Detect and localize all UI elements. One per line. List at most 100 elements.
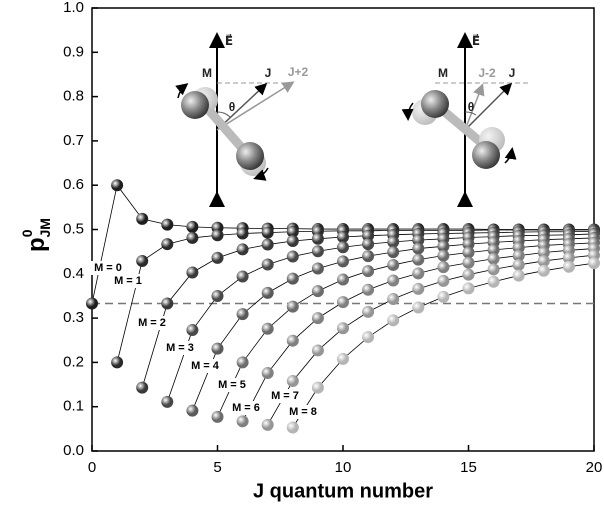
inset-label: J-2 bbox=[478, 66, 496, 80]
data-point bbox=[537, 254, 550, 267]
data-point bbox=[211, 410, 224, 423]
y-tick-label: 0.5 bbox=[63, 220, 84, 237]
x-tick-label: 15 bbox=[460, 459, 477, 476]
data-point bbox=[537, 246, 550, 259]
label-bg bbox=[187, 359, 223, 373]
series-label: M = 4 bbox=[191, 360, 220, 372]
y-tick-label: 1.0 bbox=[63, 0, 84, 16]
inset-label: M bbox=[438, 66, 448, 80]
y-axis-label: p0 JM bbox=[19, 218, 53, 252]
data-point bbox=[387, 274, 400, 287]
data-point bbox=[412, 282, 425, 295]
data-point bbox=[412, 301, 425, 314]
data-point bbox=[311, 245, 324, 258]
data-point bbox=[261, 418, 274, 431]
data-point bbox=[437, 274, 450, 287]
data-point bbox=[562, 260, 575, 273]
data-point bbox=[462, 282, 475, 295]
data-point bbox=[311, 312, 324, 325]
data-point bbox=[236, 308, 249, 321]
data-point bbox=[362, 331, 375, 344]
y-axis-label-part: 0 bbox=[19, 229, 35, 237]
data-point bbox=[211, 342, 224, 355]
data-point bbox=[261, 258, 274, 271]
data-point bbox=[286, 225, 299, 238]
series-label: M = 2 bbox=[138, 317, 166, 329]
series-label: M = 3 bbox=[166, 342, 194, 354]
data-point bbox=[261, 322, 274, 335]
data-point bbox=[387, 235, 400, 248]
data-point bbox=[111, 179, 124, 192]
label-bg bbox=[214, 378, 250, 392]
data-point bbox=[512, 258, 525, 271]
data-point bbox=[261, 286, 274, 299]
inset-label: J bbox=[509, 66, 516, 80]
axes: 0.0 0.1 0.2 0.3 0.4 0.5 0.6 0.7 0.8 0.9 1.0 0 5 10 15 2… bbox=[19, 0, 602, 502]
data-point bbox=[286, 375, 299, 388]
label-bg bbox=[90, 261, 126, 275]
x-tick-label: 10 bbox=[335, 459, 352, 476]
y-axis-label-part: JM bbox=[37, 218, 53, 237]
data-point bbox=[362, 250, 375, 263]
data-point bbox=[236, 415, 249, 428]
y-axis-label-part: p bbox=[23, 237, 50, 252]
data-point bbox=[362, 265, 375, 278]
y-tick-label: 0.0 bbox=[63, 442, 84, 459]
inset-label: E⃗ bbox=[225, 34, 233, 48]
data-point bbox=[161, 238, 174, 251]
data-point bbox=[261, 367, 274, 380]
data-point bbox=[412, 234, 425, 247]
label-bg bbox=[285, 405, 321, 419]
data-point bbox=[111, 356, 124, 369]
data-point bbox=[211, 289, 224, 302]
data-point bbox=[286, 272, 299, 285]
data-point bbox=[337, 231, 349, 244]
x-tick-label: 0 bbox=[88, 459, 96, 476]
data-point bbox=[362, 238, 375, 251]
data-point bbox=[311, 262, 324, 275]
data-point bbox=[136, 381, 149, 394]
data-point bbox=[362, 305, 375, 318]
data-point bbox=[161, 395, 174, 408]
inset-label: M bbox=[202, 66, 212, 80]
data-point bbox=[311, 344, 324, 357]
data-point bbox=[487, 275, 500, 288]
data-point bbox=[562, 251, 575, 264]
data-point bbox=[512, 269, 525, 282]
label-bg bbox=[162, 341, 198, 355]
data-point bbox=[437, 290, 450, 303]
data-point bbox=[512, 249, 525, 262]
y-tick-label: 0.3 bbox=[63, 309, 84, 326]
data-point bbox=[261, 226, 274, 239]
y-tick-label: 0.6 bbox=[63, 176, 84, 193]
data-point bbox=[236, 243, 249, 256]
data-point bbox=[462, 238, 475, 251]
data-point bbox=[211, 251, 224, 264]
data-point bbox=[211, 229, 224, 242]
data-point bbox=[337, 255, 349, 268]
data-point bbox=[362, 229, 375, 242]
data-point bbox=[462, 246, 475, 259]
data-point bbox=[412, 253, 425, 266]
series-label: M = 0 bbox=[94, 262, 122, 274]
data-point bbox=[186, 231, 199, 244]
data-point bbox=[437, 240, 450, 253]
data-point bbox=[387, 258, 400, 271]
data-point bbox=[412, 267, 425, 280]
data-point bbox=[387, 293, 400, 306]
data-point bbox=[286, 235, 299, 248]
data-point bbox=[186, 324, 199, 337]
series-label: M = 8 bbox=[289, 406, 317, 418]
series-label: M = 5 bbox=[218, 379, 246, 391]
data-point bbox=[462, 256, 475, 269]
series-label: M = 6 bbox=[232, 402, 260, 414]
data-point bbox=[86, 297, 98, 310]
data-point bbox=[261, 238, 274, 251]
data-point bbox=[286, 421, 299, 434]
data-point bbox=[462, 268, 475, 281]
data-point bbox=[437, 261, 450, 274]
inset-diagram: E⃗ M J J-2 θ bbox=[401, 32, 530, 207]
data-point bbox=[311, 285, 324, 298]
data-point bbox=[311, 232, 324, 245]
